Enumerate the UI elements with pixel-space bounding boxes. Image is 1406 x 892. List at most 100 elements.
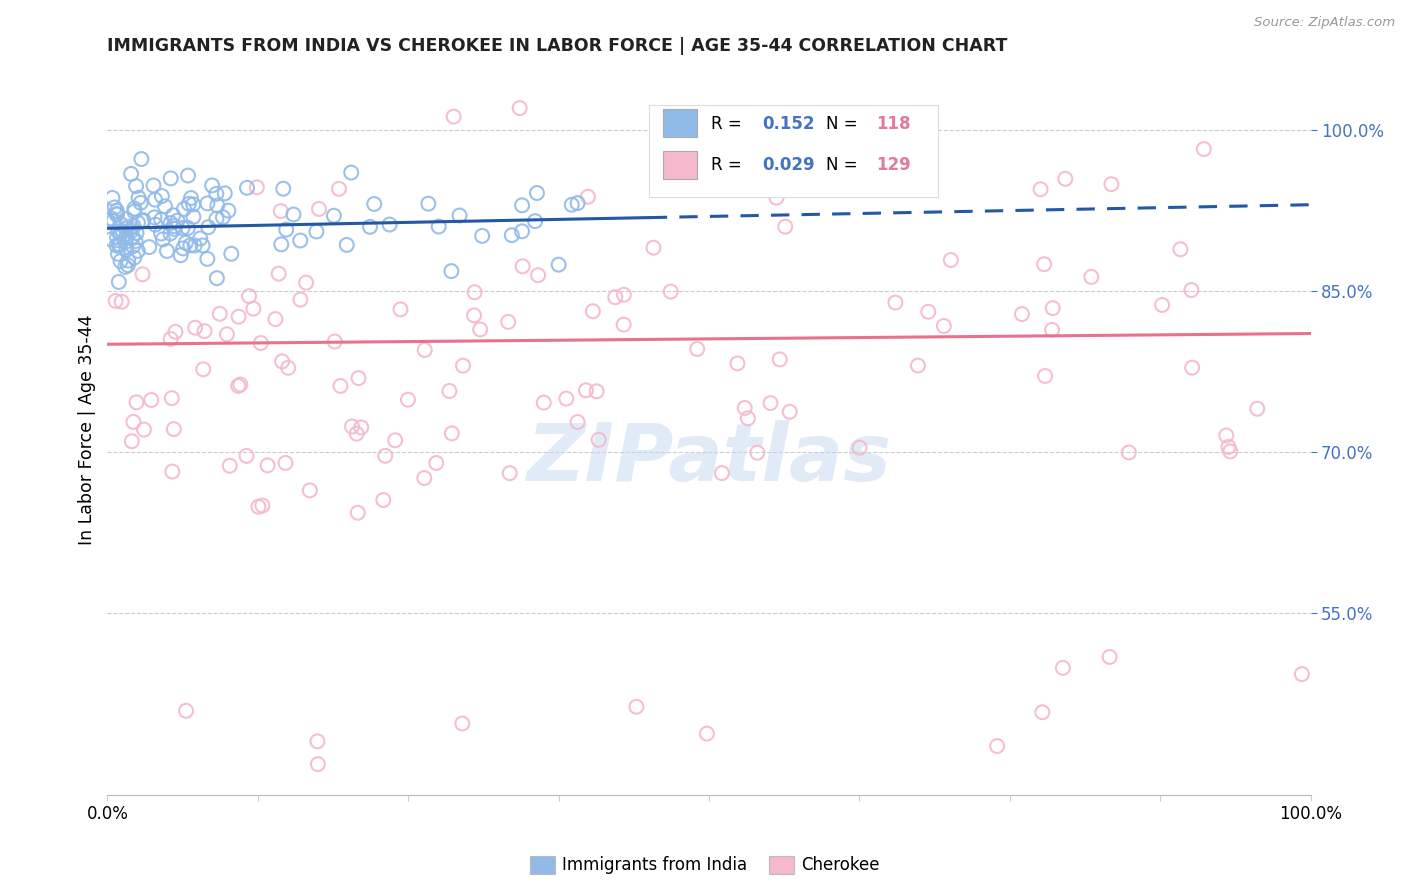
Point (107, 237, 129, 252)
Point (191, 238, 214, 252)
Point (773, 219, 796, 234)
Point (1040, 323, 1063, 337)
Point (117, 219, 139, 234)
Point (336, 238, 359, 252)
Point (347, 371, 370, 385)
Point (181, 197, 204, 211)
Point (107, 224, 129, 238)
Point (440, 264, 463, 278)
Point (132, 423, 155, 437)
Point (276, 222, 298, 236)
Point (101, 191, 124, 205)
Point (159, 216, 181, 230)
Point (212, 211, 235, 225)
Point (643, 241, 665, 255)
Point (1246, 401, 1268, 416)
Point (201, 178, 224, 193)
Point (122, 239, 145, 253)
Point (533, 395, 555, 409)
Point (104, 293, 127, 308)
Point (1218, 440, 1240, 454)
Text: N =: N = (825, 156, 862, 174)
Point (115, 243, 138, 257)
Point (115, 230, 138, 244)
Point (163, 219, 186, 234)
Point (162, 465, 184, 479)
Point (271, 182, 294, 196)
Point (264, 312, 287, 326)
Point (605, 290, 627, 304)
Point (184, 320, 207, 334)
Text: 0.152: 0.152 (762, 115, 814, 133)
Point (215, 327, 238, 342)
Point (747, 446, 769, 460)
Point (131, 268, 153, 282)
Point (173, 202, 195, 216)
Point (100, 232, 122, 246)
Point (769, 352, 792, 367)
Point (305, 225, 328, 239)
Point (576, 190, 599, 204)
Point (221, 247, 243, 261)
Point (727, 356, 749, 370)
Text: Source: ZipAtlas.com: Source: ZipAtlas.com (1254, 16, 1395, 29)
Point (122, 415, 145, 429)
Point (986, 739, 1008, 753)
Point (169, 248, 191, 262)
Point (350, 420, 373, 434)
Point (307, 734, 329, 748)
Point (246, 180, 269, 194)
Point (277, 360, 299, 375)
Point (1029, 182, 1052, 196)
Point (1152, 298, 1174, 312)
Point (193, 362, 215, 376)
Point (110, 254, 132, 268)
Point (1052, 661, 1074, 675)
Text: 0.029: 0.029 (762, 156, 814, 174)
Point (131, 152, 153, 166)
Point (115, 231, 138, 245)
Point (105, 230, 128, 244)
Point (1080, 269, 1102, 284)
Point (413, 343, 436, 357)
Point (177, 169, 200, 183)
Point (378, 218, 401, 232)
Point (501, 228, 523, 243)
Point (1042, 301, 1064, 315)
Point (499, 466, 522, 480)
Point (163, 422, 186, 436)
Point (322, 209, 344, 223)
Point (197, 196, 219, 211)
Point (179, 238, 201, 252)
Point (145, 218, 167, 232)
Point (172, 221, 194, 235)
Point (197, 220, 219, 235)
Point (328, 182, 350, 196)
Point (127, 216, 149, 230)
Point (340, 419, 363, 434)
Point (555, 392, 578, 406)
Point (235, 449, 257, 463)
Text: 118: 118 (876, 115, 911, 133)
Point (117, 258, 139, 272)
Point (470, 322, 492, 336)
Point (114, 221, 136, 235)
Point (290, 293, 312, 307)
Point (152, 232, 174, 246)
Text: ZIPatlas: ZIPatlas (526, 420, 891, 499)
Text: R =: R = (711, 115, 748, 133)
Point (138, 240, 160, 254)
Point (132, 213, 155, 227)
Point (464, 285, 486, 300)
Point (122, 219, 145, 233)
Point (124, 204, 146, 219)
Point (848, 441, 870, 455)
Text: R =: R = (711, 156, 748, 174)
Point (183, 210, 205, 224)
Point (159, 332, 181, 346)
Point (229, 377, 252, 392)
Point (108, 275, 131, 289)
Point (1215, 428, 1237, 442)
Point (150, 227, 173, 241)
Point (734, 401, 756, 415)
